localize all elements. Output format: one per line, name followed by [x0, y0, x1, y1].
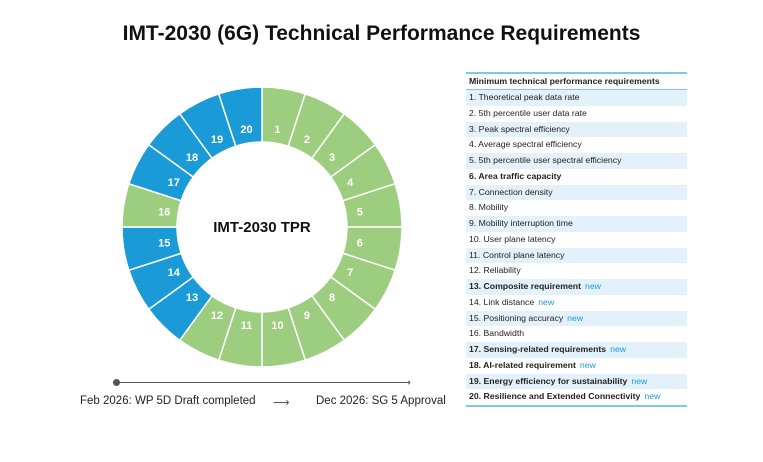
timeline-start-label: Feb 2026: WP 5D Draft completed — [80, 395, 256, 407]
table-row: 19. Energy efficiency for sustainability… — [466, 373, 687, 390]
table-row: 18. AI-related requirement new — [466, 358, 687, 374]
table-row: 12. Reliability — [466, 263, 687, 279]
timeline-arrow-icon: ⟶ — [273, 397, 290, 409]
table-row: 17. Sensing-related requirements new — [466, 342, 687, 358]
table-row: 8. Mobility — [466, 200, 687, 216]
segment-label: 10 — [271, 320, 283, 332]
segment-label: 5 — [357, 207, 363, 219]
segment-label: 8 — [329, 292, 335, 304]
new-badge: new — [538, 296, 555, 307]
new-badge: new — [585, 281, 601, 291]
row-label: 1. Theoretical peak data rate — [469, 92, 580, 102]
table-row: 14. Link distance new — [466, 295, 687, 311]
segment-label: 3 — [329, 152, 335, 164]
segment-label: 6 — [357, 237, 363, 249]
table-row: 15. Positioning accuracy new — [466, 310, 687, 327]
segment-label: 2 — [304, 134, 310, 146]
segment-label: 4 — [347, 177, 354, 189]
segment-label: 14 — [168, 267, 181, 279]
row-label: 6. Area traffic capacity — [469, 170, 562, 181]
table-row: 2. 5th percentile user data rate — [466, 106, 687, 122]
donut-segment — [217, 86, 263, 148]
row-label: 11. Control plane latency — [469, 249, 565, 260]
table-row: 10. User plane latency — [466, 232, 687, 248]
new-badge: new — [644, 391, 661, 402]
new-badge: new — [610, 344, 627, 354]
row-label: 9. Mobility interruption time — [469, 218, 573, 228]
row-label: 3. Peak spectral efficiency — [469, 123, 570, 134]
table-row: 1. Theoretical peak data rate — [466, 90, 687, 106]
donut-center-label: IMT-2030 TPR — [213, 219, 311, 236]
segment-label: 13 — [186, 292, 198, 304]
table-row: 9. Mobility interruption time — [466, 216, 687, 232]
segment-label: 9 — [304, 310, 310, 322]
new-badge: new — [579, 359, 596, 370]
table-header: Minimum technical performance requiremen… — [466, 74, 687, 90]
segment-label: 19 — [211, 134, 223, 146]
timeline-arrowhead-icon: ➝ — [402, 377, 412, 389]
row-label: 20. Resilience and Extended Connectivity — [469, 391, 641, 402]
row-label: 5. 5th percentile user spectral efficien… — [469, 155, 622, 165]
table-row: 5. 5th percentile user spectral efficien… — [466, 153, 687, 169]
timeline-line — [116, 382, 408, 383]
segment-label: 12 — [211, 310, 223, 322]
row-label: 16. Bandwidth — [469, 328, 525, 339]
table-row: 13. Composite requirement new — [466, 279, 687, 295]
table-row: 7. Connection density — [466, 184, 687, 201]
new-badge: new — [631, 375, 648, 386]
timeline: ➝ Feb 2026: WP 5D Draft completed ⟶ Dec … — [60, 370, 460, 420]
segment-label: 1 — [274, 124, 280, 136]
segment-label: 11 — [241, 320, 253, 332]
table-row: 3. Peak spectral efficiency — [466, 121, 687, 138]
row-label: 12. Reliability — [469, 265, 521, 276]
segment-label: 18 — [186, 152, 198, 164]
row-label: 4. Average spectral efficiency — [469, 139, 582, 150]
row-label: 2. 5th percentile user data rate — [469, 107, 587, 118]
segment-label: 17 — [168, 177, 180, 189]
segment-label: 15 — [158, 237, 170, 249]
row-label: 14. Link distance — [469, 296, 535, 307]
row-label: 17. Sensing-related requirements — [469, 344, 607, 354]
table-row: 20. Resilience and Extended Connectivity… — [466, 389, 687, 405]
timeline-end-label: Dec 2026: SG 5 Approval — [316, 395, 446, 407]
row-label: 19. Energy efficiency for sustainability — [469, 375, 628, 386]
table-row: 4. Average spectral efficiency — [466, 137, 687, 153]
table-row: 11. Control plane latency — [466, 247, 687, 264]
row-label: 15. Positioning accuracy — [469, 312, 564, 323]
new-badge: new — [567, 312, 584, 323]
segment-label: 7 — [347, 267, 353, 279]
requirements-table: Minimum technical performance requiremen… — [466, 72, 687, 407]
row-label: 13. Composite requirement — [469, 281, 582, 291]
row-label: 10. User plane latency — [469, 233, 556, 244]
row-label: 8. Mobility — [469, 202, 509, 213]
segment-label: 20 — [240, 124, 252, 136]
segment-label: 16 — [158, 207, 170, 219]
row-label: 7. Connection density — [469, 186, 553, 197]
page-title: IMT-2030 (6G) Technical Performance Requ… — [122, 22, 641, 45]
table-row: 6. Area traffic capacity — [466, 169, 687, 185]
row-label: 18. AI-related requirement — [469, 359, 576, 370]
table-row: 16. Bandwidth — [466, 326, 687, 342]
